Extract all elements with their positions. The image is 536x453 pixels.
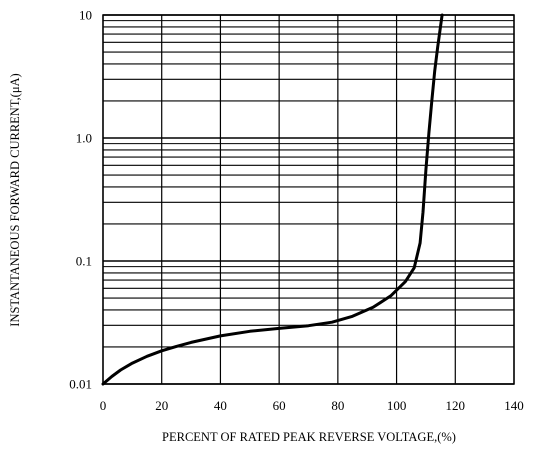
x-tick-label: 80	[331, 398, 344, 413]
x-tick-label: 100	[387, 398, 407, 413]
y-tick-label: 0.01	[69, 377, 92, 392]
x-tick-label: 140	[504, 398, 524, 413]
x-axis-label: PERCENT OF RATED PEAK REVERSE VOLTAGE,(%…	[162, 430, 456, 444]
grid	[102, 14, 515, 385]
x-tick-label: 60	[273, 398, 286, 413]
y-tick-label: 1.0	[76, 131, 92, 146]
plot-frame	[102, 14, 515, 385]
x-tick-label: 120	[446, 398, 466, 413]
x-tick-label: 0	[100, 398, 107, 413]
y-tick-label: 0.1	[76, 254, 92, 269]
y-axis-label: INSTANTANEOUS FORWARD CURRENT,(μA)	[8, 73, 22, 326]
y-tick-label: 10	[79, 8, 92, 23]
y-tick-labels: 0.01 0.1 1.0 10	[69, 8, 92, 392]
x-tick-label: 40	[214, 398, 227, 413]
x-tick-label: 20	[155, 398, 168, 413]
x-tick-labels: 0 20 40 60 80 100 120 140	[100, 398, 524, 413]
data-curve	[101, 13, 444, 386]
